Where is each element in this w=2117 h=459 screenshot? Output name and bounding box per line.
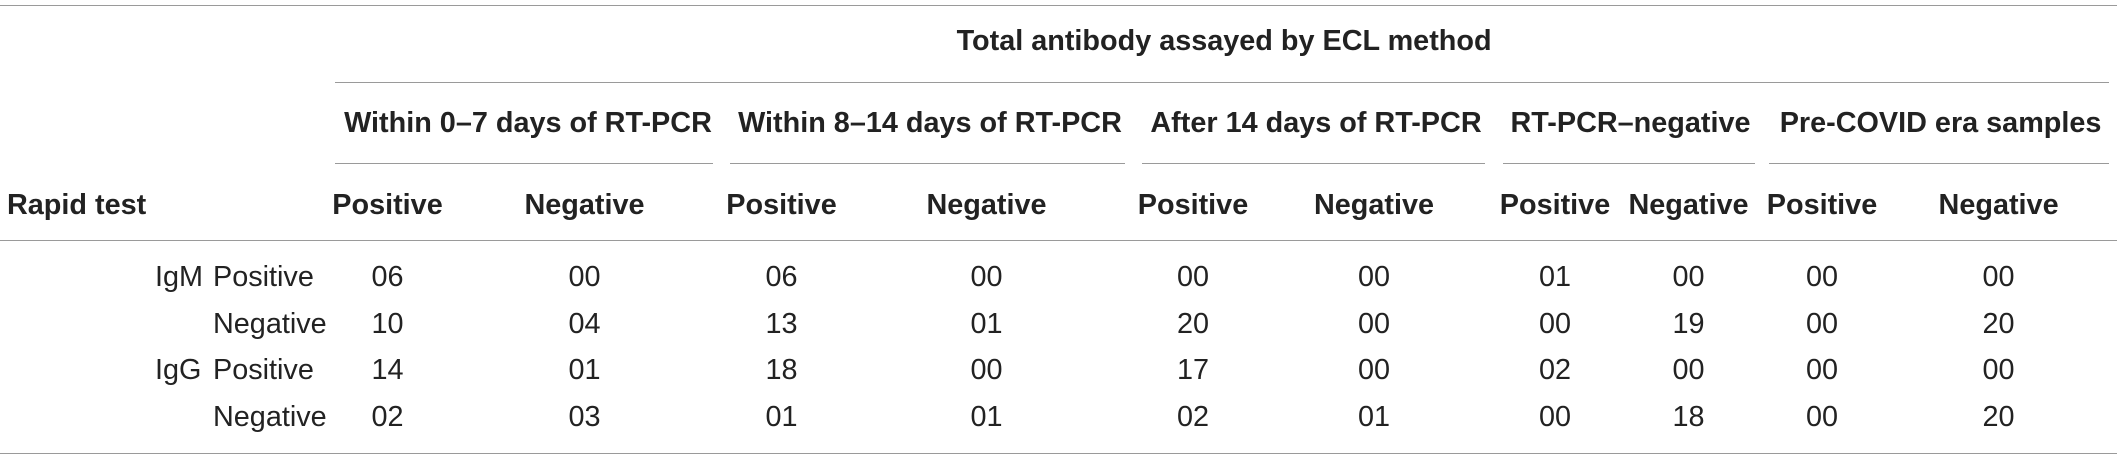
table-cell: 01 [970,401,1003,433]
table-cell: 14 [371,354,404,386]
table-cell: 20 [1982,401,2015,433]
table-cell: 00 [1176,261,1210,293]
table-cell: 01 [765,401,798,433]
table-cell: 00 [1538,308,1572,340]
table-cell: 20 [1982,308,2015,340]
table-cell: 02 [1176,401,1210,433]
table-cell: 03 [568,401,601,433]
table-cell: 00 [1982,354,2015,386]
group-underline [335,163,713,164]
group-header-row: Within 0–7 days of RT-PCR Within 8–14 da… [0,83,2117,163]
group-header: Pre-COVID era samples [1779,107,2102,139]
table-cell: 18 [765,354,798,386]
group-underline [1503,163,1755,164]
column-header: Negative [524,189,645,221]
table-cell: 00 [1672,354,1705,386]
table-cell: 04 [568,308,601,340]
top-rule [0,5,2117,6]
results-table: Total antibody assayed by ECL method Wit… [0,5,2117,453]
row-label: Negative [0,300,331,347]
table-cell: 00 [1357,261,1391,293]
row-label: Negative [0,393,331,453]
column-header: Negative [926,189,1047,221]
column-header: Negative [1938,189,2059,221]
table-body: Total antibody assayed by ECL method Wit… [0,5,2117,453]
group-header: Within 8–14 days of RT-PCR [738,107,1122,139]
header-rule [0,240,2117,241]
table-cell: 00 [1672,261,1705,293]
group-header: After 14 days of RT-PCR [1150,107,1482,139]
table-cell: 00 [1805,401,1839,433]
table-cell: 01 [1357,401,1391,433]
table-cell: 01 [970,308,1003,340]
table-cell: 20 [1176,308,1210,340]
table-title: Total antibody assayed by ECL method [956,24,1492,57]
table-cell: 00 [1982,261,2015,293]
bottom-rule [0,453,2117,454]
result-label: Positive [213,354,314,386]
data-row: IgM Positive 06 00 06 00 00 00 01 00 00 0… [0,240,2117,300]
group-header: Within 0–7 days of RT-PCR [344,107,712,139]
title-underline [335,82,2109,83]
column-header: Negative [1313,189,1435,221]
table-cell: 19 [1672,308,1705,340]
empty-cell [0,5,331,83]
empty-cell [0,83,331,163]
antibody-label: IgM [155,261,204,293]
table-cell: 00 [1805,308,1839,340]
result-label: Negative [213,401,327,433]
result-label: Positive [213,261,314,293]
table-cell: 02 [371,401,404,433]
title-row: Total antibody assayed by ECL method [0,5,2117,83]
table-cell: 18 [1672,401,1705,433]
antibody-label: IgG [155,354,202,386]
group-underline [1769,163,2109,164]
table-cell: 06 [765,261,798,293]
data-row: Negative 02 03 01 01 02 01 00 18 00 20 [0,393,2117,453]
data-row: IgG Positive 14 01 18 00 17 00 02 00 00 0… [0,347,2117,393]
table-cell: 00 [1805,261,1839,293]
column-header: Positive [1137,189,1249,221]
table-cell: 00 [1538,401,1572,433]
table-cell: 01 [568,354,601,386]
row-label: IgG Positive [0,347,331,393]
table-cell: 06 [371,261,404,293]
table-cell: 00 [970,261,1003,293]
column-header: Positive [726,189,837,221]
column-header: Negative [1628,189,1749,221]
column-header: Positive [332,189,443,221]
table-cell: 00 [1357,354,1391,386]
result-label: Negative [213,308,327,340]
group-underline [730,163,1125,164]
row-label: IgM Positive [0,240,331,300]
table-cell: 10 [371,308,404,340]
table-cell: 00 [568,261,601,293]
group-header: RT-PCR–negative [1510,107,1751,139]
table-cell: 00 [970,354,1003,386]
table-cell: 17 [1176,354,1210,386]
table-cell: 01 [1538,261,1572,293]
stub-header: Rapid test [7,189,147,221]
column-header: Positive [1499,189,1611,221]
table-cell: 00 [1357,308,1391,340]
group-underline [1142,163,1485,164]
data-row: Negative 10 04 13 01 20 00 00 19 00 20 [0,300,2117,347]
column-header-row: Rapid test Positive Negative Positive Ne… [0,163,2117,240]
column-header: Positive [1766,189,1878,221]
table-cell: 13 [765,308,798,340]
table-cell: 00 [1805,354,1839,386]
table-cell: 02 [1538,354,1572,386]
